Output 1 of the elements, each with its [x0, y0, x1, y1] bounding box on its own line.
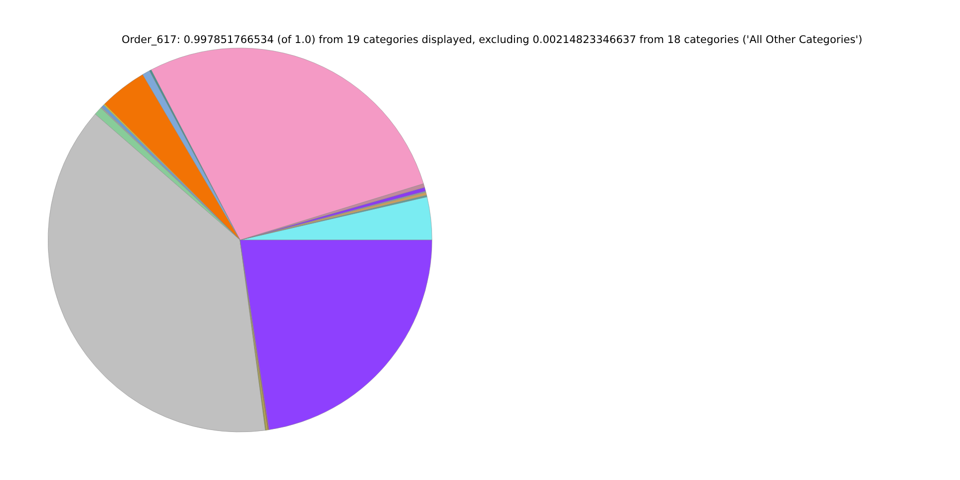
text: Order_617: 0.997851766534 (of 1.0) from 19 categories displayed, excluding 0.00214823346637 from 18 categories ('All Other Categories'): [122, 34, 862, 46]
